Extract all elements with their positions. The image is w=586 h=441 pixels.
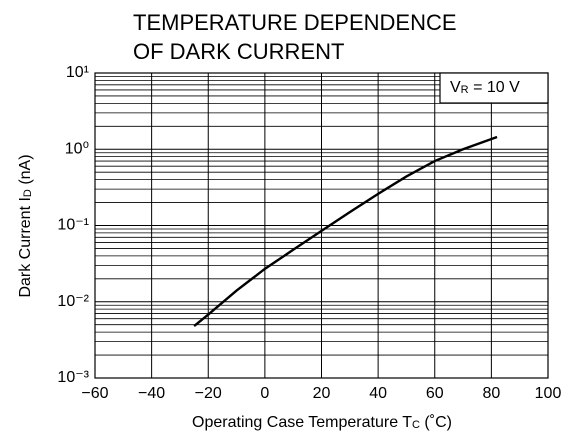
annotation-text: V [450, 79, 461, 96]
y-axis-label-sub: D [22, 189, 34, 197]
chart-title: OF DARK CURRENT [133, 39, 344, 64]
x-tick-label: 20 [313, 385, 331, 402]
x-axis-label: Operating Case Temperature TC (˚C) [192, 414, 452, 431]
data-line [193, 135, 498, 327]
annotation-rest: = 10 V [469, 79, 520, 96]
x-tick-label: −20 [195, 385, 222, 402]
x-axis-label-text: Operating Case Temperature T [192, 414, 412, 431]
y-axis-label: Dark Current ID (nA) [17, 154, 34, 297]
x-axis-label-sub: C [412, 419, 420, 431]
x-tick-label: 80 [482, 385, 500, 402]
y-axis-label-rest: (nA) [17, 154, 34, 189]
y-tick-label: 10⁻¹ [57, 217, 89, 234]
x-tick-label: −60 [81, 385, 108, 402]
x-tick-label: −40 [138, 385, 165, 402]
y-tick-label: 10⁻² [57, 293, 89, 310]
annotation-sub: R [461, 84, 469, 96]
chart-title: TEMPERATURE DEPENDENCE [133, 10, 457, 35]
annotation: VR = 10 V [450, 79, 520, 96]
plot-frame [94, 72, 549, 379]
y-tick-label: 10⁻³ [57, 369, 89, 386]
x-tick-label: 60 [426, 385, 444, 402]
annotation-box [439, 72, 549, 104]
x-axis-label-rest: (˚C) [420, 414, 452, 431]
y-axis-label-text: Dark Current I [17, 197, 34, 297]
x-tick-label: 100 [535, 385, 562, 402]
y-tick-label: 10¹ [66, 64, 89, 81]
x-tick-label: 40 [369, 385, 387, 402]
y-tick-label: 10⁰ [65, 140, 89, 157]
x-tick-label: 0 [260, 385, 269, 402]
